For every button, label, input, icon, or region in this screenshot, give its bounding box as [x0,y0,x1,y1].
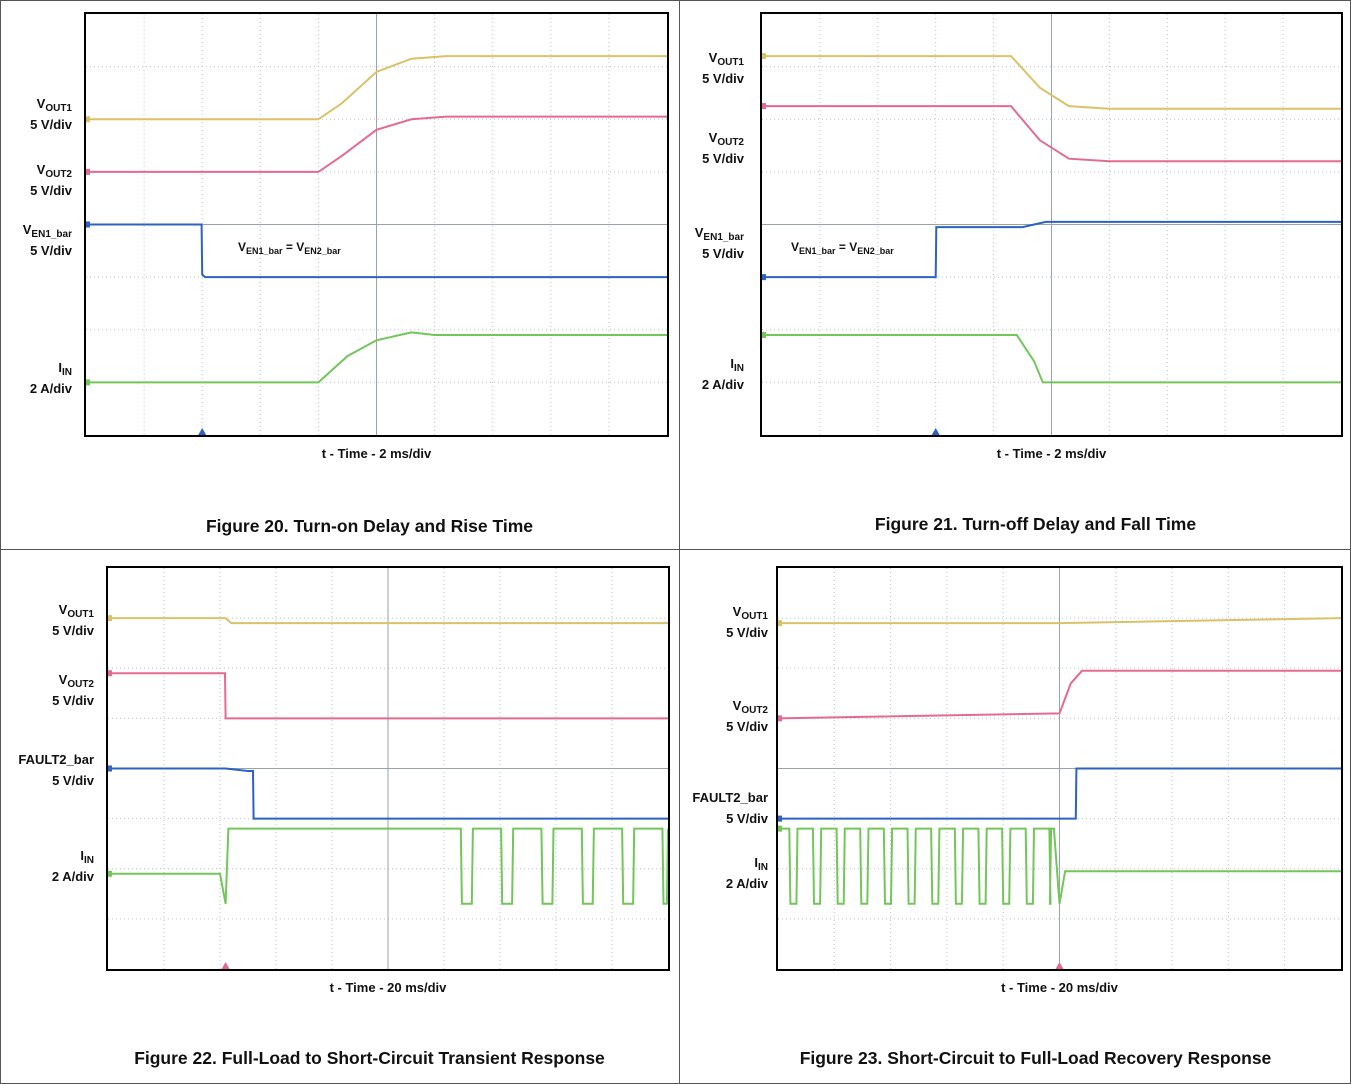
channel-marker [778,825,782,832]
channel-marker [778,620,782,627]
channel-marker [762,274,766,281]
scope-screen [84,12,669,437]
channel-marker [86,221,90,228]
enable-trace [108,767,668,820]
vout1-trace [778,617,1341,625]
channel-label-iin: IIN 2 A/div [29,360,72,396]
channel-marker [762,53,766,60]
vout1-trace [762,55,1341,110]
channel-label-vout1: VOUT1 5 V/div [726,604,768,640]
x-axis-label: t - Time - 20 ms/div [329,980,447,995]
scope-screen [106,566,670,971]
channel-label-vout1: VOUT1 5 V/div [52,602,94,638]
channel-label-vout2: VOUT2 5 V/div [52,672,94,708]
channel-marker [86,379,90,386]
enable-trace [86,223,667,279]
figure-caption: Figure 22. Full-Load to Short-Circuit Tr… [134,1048,605,1068]
enable-equality-annotation: VEN1_bar = VEN2_bar [791,240,894,256]
channel-marker [108,870,112,877]
figure-caption: Figure 23. Short-Circuit to Full-Load Re… [799,1048,1272,1068]
channel-label-vout2: VOUT2 5 V/div [30,162,72,198]
channel-label-vout2: VOUT2 5 V/div [702,130,744,166]
scope-svg [762,14,1341,435]
channel-label-iin: IIN 2 A/div [51,848,94,884]
x-axis-label: t - Time - 20 ms/div [1001,980,1118,995]
vout2-trace [108,672,668,720]
trigger-position-marker [1055,962,1064,969]
iin-trace [762,334,1341,384]
channel-label-iin: IIN 2 A/div [701,356,744,392]
vout2-trace [86,115,667,173]
channel-label-ven1: VEN1_bar 5 V/div [694,225,744,261]
channel-marker [778,815,782,822]
trigger-position-marker [198,428,207,435]
scope-svg [86,14,667,435]
scope-svg [778,568,1341,969]
channel-label-vout1: VOUT1 5 V/div [30,96,72,132]
channel-label-vout1: VOUT1 5 V/div [702,50,744,86]
figure-caption: Figure 21. Turn-off Delay and Fall Time [874,514,1197,534]
scope-screen [776,566,1343,971]
trigger-position-marker [221,962,230,969]
vout1-trace [108,617,668,625]
channel-marker [778,715,782,722]
channel-label-fault2: FAULT2_bar 5 V/div [692,790,768,826]
trigger-position-marker [931,428,940,435]
scope-screen [760,12,1343,437]
x-axis-label: t - Time - 2 ms/div [996,446,1107,461]
channel-label-vout2: VOUT2 5 V/div [726,698,768,734]
vout2-trace [762,105,1341,163]
channel-marker [86,116,90,123]
grid-horizontal-divider [0,549,1351,550]
channel-label-ven1: VEN1_bar 5 V/div [22,222,72,258]
channel-marker [762,103,766,110]
scope-svg [108,568,668,969]
x-axis-label: t - Time - 2 ms/div [321,446,432,461]
vout2-trace [778,669,1341,720]
vout1-trace [86,55,667,121]
channel-marker [108,615,112,622]
iin-trace [778,827,1341,905]
enable-equality-annotation: VEN1_bar = VEN2_bar [238,240,341,256]
enable-trace [778,767,1341,820]
grid-vertical-divider [679,0,680,1084]
channel-marker [108,670,112,677]
enable-trace [762,220,1341,279]
channel-marker [86,168,90,175]
channel-marker [762,332,766,339]
channel-marker [108,765,112,772]
iin-trace [108,827,668,905]
iin-trace [86,331,667,384]
channel-label-fault2: FAULT2_bar 5 V/div [18,752,94,788]
figure-caption: Figure 20. Turn-on Delay and Rise Time [205,516,534,536]
channel-label-iin: IIN 2 A/div [725,855,768,891]
